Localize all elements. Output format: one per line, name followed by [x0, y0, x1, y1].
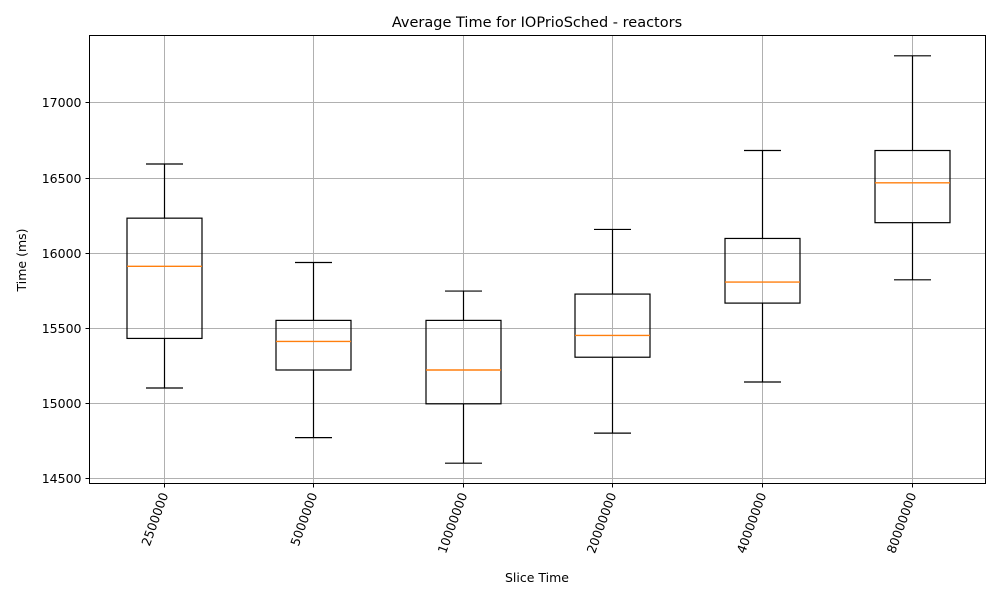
x-axis-label: Slice Time: [505, 570, 569, 585]
box-10000000: [425, 290, 502, 464]
iqr-box: [724, 237, 801, 304]
iqr-box: [425, 319, 502, 405]
x-tick-label: 40000000: [733, 490, 769, 555]
iqr-box: [275, 319, 352, 371]
box-5000000: [275, 261, 352, 439]
x-tick-label: 80000000: [883, 490, 919, 555]
y-tick-label: 16500: [42, 171, 82, 186]
iqr-box: [574, 293, 651, 358]
plot-frame: [89, 35, 986, 484]
box-40000000: [724, 149, 801, 383]
x-tick-label: 5000000: [287, 490, 320, 547]
chart-title: Average Time for IOPrioSched - reactors: [392, 15, 682, 31]
y-tick-label: 17000: [42, 95, 82, 110]
boxes-layer: [126, 55, 951, 464]
iqr-box: [874, 149, 951, 224]
y-tick-label: 14500: [42, 471, 82, 486]
grid-lines: [89, 35, 986, 484]
box-80000000: [874, 55, 951, 281]
iqr-box: [126, 217, 203, 340]
y-tick-label: 16000: [42, 246, 82, 261]
box-20000000: [574, 228, 651, 434]
x-tick-label: 20000000: [583, 490, 619, 555]
y-tick-label: 15500: [42, 321, 82, 336]
x-tick-label: 10000000: [434, 490, 470, 555]
y-tick-label: 15000: [42, 396, 82, 411]
x-tick-label: 2500000: [138, 490, 171, 547]
box-2500000: [126, 163, 203, 389]
y-axis-label: Time (ms): [14, 228, 29, 292]
